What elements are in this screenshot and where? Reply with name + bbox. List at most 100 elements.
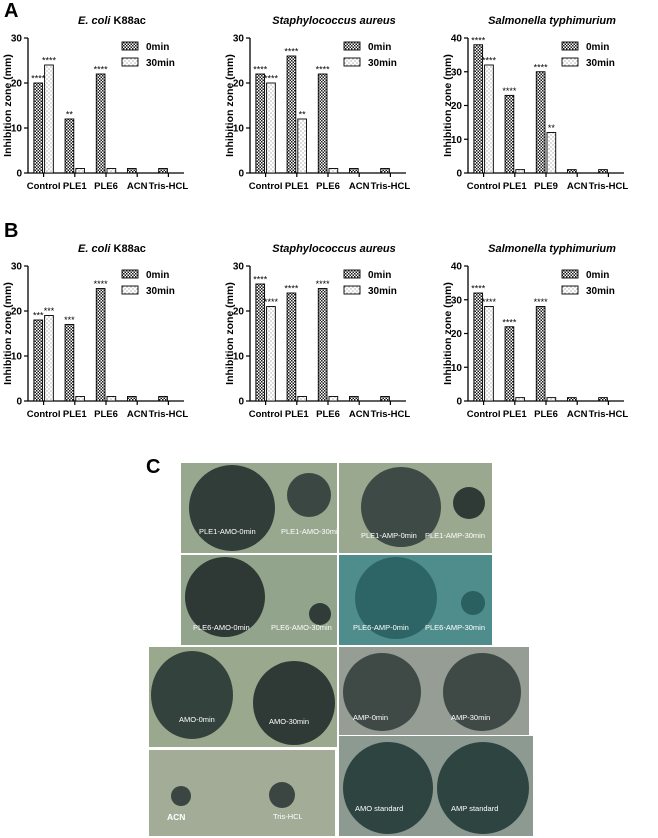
plate-label: PLE6-AMO-0min bbox=[193, 623, 250, 632]
plate-ple6-amp: PLE6-AMP-0min PLE6-AMP-30min bbox=[339, 555, 492, 645]
significance-label: *** bbox=[44, 306, 55, 316]
y-axis-label: Inhibition zone (mm) bbox=[224, 54, 236, 157]
legend-swatch bbox=[561, 269, 579, 279]
plate-label: PLE6-AMO-30min bbox=[271, 623, 332, 632]
bar-30min bbox=[106, 168, 117, 174]
bar-0min bbox=[349, 396, 359, 402]
inhibition-zone bbox=[309, 603, 331, 625]
plate-label: PLE6-AMP-0min bbox=[353, 623, 409, 632]
x-tick-label: Tris-HCL bbox=[589, 181, 629, 192]
y-tick-label: 30 bbox=[451, 295, 463, 306]
bar-30min bbox=[515, 169, 525, 174]
inhibition-zone bbox=[443, 653, 521, 731]
bar-0min bbox=[286, 55, 297, 174]
chart-b-saureus: Staphylococcus aureus Inhibition zone (mm… bbox=[224, 243, 411, 420]
bar-0min bbox=[286, 292, 297, 402]
significance-label: *** bbox=[64, 315, 75, 325]
bar-0min bbox=[535, 71, 546, 174]
x-tick-label: PLE1 bbox=[285, 181, 309, 192]
bar-0min bbox=[158, 168, 168, 174]
inhibition-zone bbox=[171, 786, 191, 806]
chart-title: Salmonella typhimurium bbox=[488, 243, 616, 255]
plate-label: PLE6-AMP-30min bbox=[425, 623, 486, 632]
x-tick-label: ACN bbox=[127, 181, 148, 192]
inhibition-zone bbox=[151, 651, 233, 739]
bar-30min bbox=[106, 396, 117, 402]
y-tick-label: 0 bbox=[238, 397, 244, 408]
bar-0min bbox=[95, 73, 106, 174]
inhibition-zone bbox=[287, 473, 331, 517]
x-tick-label: Tris-HCL bbox=[371, 181, 411, 192]
x-tick-label: PLE6 bbox=[316, 409, 340, 420]
x-tick-label: PLE9 bbox=[534, 181, 558, 192]
x-tick-label: Tris-HCL bbox=[371, 409, 411, 420]
chart-title: E. coli K88ac bbox=[78, 15, 146, 27]
bar-30min bbox=[546, 397, 557, 402]
y-tick-label: 20 bbox=[451, 101, 463, 112]
bar-30min bbox=[266, 82, 276, 174]
bar-0min bbox=[504, 94, 515, 174]
significance-label: **** bbox=[316, 65, 331, 75]
legend-swatch bbox=[121, 269, 139, 279]
legend-label: 30min bbox=[146, 286, 175, 297]
bar-0min bbox=[255, 73, 266, 174]
legend-swatch bbox=[343, 41, 361, 51]
inhibition-zone bbox=[343, 653, 421, 731]
y-tick-label: 10 bbox=[451, 135, 463, 146]
y-tick-label: 10 bbox=[233, 124, 245, 135]
chart-title: Salmonella typhimurium bbox=[488, 15, 616, 27]
significance-label: **** bbox=[502, 317, 517, 327]
y-axis-label: Inhibition zone (mm) bbox=[442, 282, 454, 385]
bar-0min bbox=[473, 44, 484, 174]
y-tick-label: 20 bbox=[11, 307, 23, 318]
chart-b-ecoli: E. coli K88ac Inhibition zone (mm) 0 10 20 30… bbox=[2, 243, 188, 420]
inhibition-zone bbox=[453, 487, 485, 519]
legend-label: 30min bbox=[368, 286, 397, 297]
bar-0min bbox=[598, 169, 608, 174]
y-tick-label: 20 bbox=[233, 307, 245, 318]
significance-label: **** bbox=[94, 65, 109, 75]
x-tick-label: Tris-HCL bbox=[589, 409, 629, 420]
legend-label: 0min bbox=[368, 270, 391, 281]
significance-label: **** bbox=[264, 297, 279, 307]
y-tick-label: 0 bbox=[456, 169, 462, 180]
plate-standards: AMO standard AMP standard bbox=[339, 736, 533, 836]
y-tick-label: 10 bbox=[233, 352, 245, 363]
legend-swatch bbox=[121, 285, 139, 295]
y-axis-label: Inhibition zone (mm) bbox=[2, 282, 14, 385]
plate-label: AMP-30min bbox=[451, 713, 491, 722]
x-tick-label: PLE1 bbox=[63, 409, 87, 420]
y-axis-label: Inhibition zone (mm) bbox=[2, 54, 14, 157]
plate-label: AMO standard bbox=[355, 804, 404, 813]
significance-label: **** bbox=[253, 65, 268, 75]
bar-30min bbox=[297, 396, 307, 402]
bar-0min bbox=[567, 397, 577, 402]
x-tick-label: Control bbox=[27, 181, 61, 192]
x-tick-label: PLE1 bbox=[63, 181, 87, 192]
legend-label: 0min bbox=[586, 270, 609, 281]
legend-label: 0min bbox=[146, 42, 169, 53]
plate-label: PLE1-AMO-30min bbox=[281, 527, 337, 536]
significance-label: *** bbox=[33, 311, 44, 321]
x-tick-label: Control bbox=[467, 181, 501, 192]
chart-title: Staphylococcus aureus bbox=[272, 15, 396, 27]
y-tick-label: 40 bbox=[451, 34, 463, 45]
significance-label: **** bbox=[284, 47, 299, 57]
y-tick-label: 40 bbox=[451, 262, 463, 273]
chart-a-saureus: Staphylococcus aureus Inhibition zone (mm… bbox=[224, 15, 411, 192]
x-tick-label: ACN bbox=[349, 181, 370, 192]
panel-letter-a: A bbox=[4, 0, 19, 22]
legend-swatch bbox=[561, 41, 579, 51]
bar-30min bbox=[75, 396, 85, 402]
inhibition-zone bbox=[361, 467, 441, 547]
y-tick-label: 20 bbox=[11, 79, 23, 90]
legend-swatch bbox=[343, 57, 361, 67]
plate-amp: AMP-0min AMP-30min bbox=[339, 647, 529, 735]
x-tick-label: Control bbox=[249, 181, 283, 192]
chart-b-styphimurium: Salmonella typhimurium Inhibition zone (m… bbox=[442, 243, 629, 420]
plate-ple1-amo: PLE1-AMO-0min PLE1-AMO-30min bbox=[181, 463, 337, 553]
significance-label: **** bbox=[264, 74, 279, 84]
bar-30min bbox=[328, 168, 339, 174]
y-tick-label: 30 bbox=[233, 262, 245, 273]
bar-0min bbox=[504, 326, 515, 402]
